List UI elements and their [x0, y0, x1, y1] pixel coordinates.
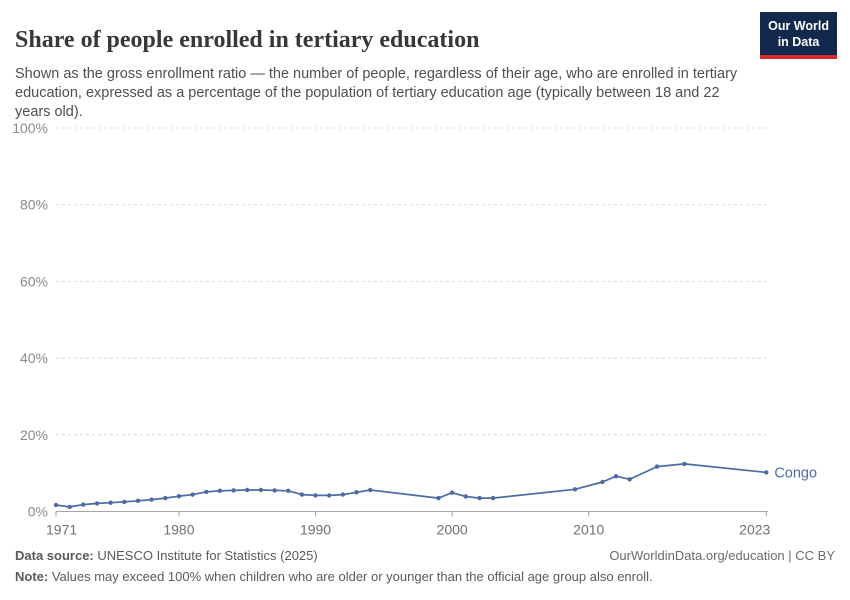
data-point-congo-1982[interactable]	[204, 489, 209, 495]
data-point-congo-2011[interactable]	[600, 479, 605, 485]
data-source-text: Data source: UNESCO Institute for Statis…	[15, 546, 318, 566]
data-point-congo-1977[interactable]	[135, 498, 141, 503]
y-axis-tick-label-60: 60%	[20, 273, 48, 289]
data-point-congo-1974[interactable]	[94, 501, 100, 506]
data-point-congo-2017[interactable]	[682, 461, 687, 467]
owid-logo-line1: Our World	[768, 19, 829, 33]
x-axis-tick-label-2000: 2000	[437, 522, 468, 538]
footer-row-source: Data source: UNESCO Institute for Statis…	[15, 546, 835, 566]
x-axis-tick-label-2010: 2010	[573, 522, 604, 538]
data-point-congo-2015[interactable]	[654, 464, 660, 469]
y-axis-tick-label-40: 40%	[20, 350, 48, 366]
y-axis-tick-label-80: 80%	[20, 197, 48, 213]
data-point-congo-1987[interactable]	[272, 488, 277, 493]
data-source-value: UNESCO Institute for Statistics (2025)	[93, 548, 318, 563]
data-point-congo-1993[interactable]	[354, 490, 359, 495]
data-point-congo-1986[interactable]	[258, 487, 264, 493]
data-point-congo-1988[interactable]	[286, 488, 291, 493]
series-label-congo[interactable]: Congo	[774, 465, 817, 481]
note-label: Note:	[15, 569, 49, 585]
line-series-congo[interactable]	[55, 463, 768, 508]
data-point-congo-1973[interactable]	[81, 502, 86, 507]
data-point-congo-1983[interactable]	[217, 488, 223, 493]
data-point-congo-2001[interactable]	[463, 494, 468, 499]
chart-title: Share of people enrolled in tertiary edu…	[15, 27, 480, 54]
data-point-congo-1991[interactable]	[327, 493, 332, 498]
owid-logo-line2: in Data	[777, 34, 820, 49]
data-source-label: Data source:	[15, 548, 94, 563]
data-point-congo-2009[interactable]	[572, 487, 578, 492]
y-axis-tick-label-20: 20%	[20, 427, 48, 443]
data-point-congo-1976[interactable]	[122, 499, 127, 505]
footer-note: Note: Values may exceed 100% when childr…	[15, 567, 835, 587]
data-point-congo-1989[interactable]	[299, 492, 305, 497]
x-axis-tick-label-1980: 1980	[163, 522, 194, 538]
data-point-congo-1971[interactable]	[53, 502, 59, 508]
data-point-congo-2002[interactable]	[477, 495, 482, 501]
data-point-congo-2003[interactable]	[490, 495, 496, 501]
data-point-congo-1978[interactable]	[149, 497, 154, 502]
data-point-congo-1999[interactable]	[436, 495, 441, 501]
data-point-congo-2013[interactable]	[627, 477, 632, 482]
data-point-congo-1972[interactable]	[67, 504, 72, 510]
data-point-congo-1980[interactable]	[176, 494, 182, 499]
data-point-congo-1994[interactable]	[368, 487, 373, 493]
data-point-congo-2012[interactable]	[613, 474, 619, 479]
x-axis-tick-label-1971: 1971	[46, 522, 77, 538]
data-point-congo-2023[interactable]	[764, 470, 769, 475]
data-point-congo-1990[interactable]	[313, 493, 318, 498]
note-text: Values may exceed 100% when children who…	[48, 569, 653, 585]
y-axis-tick-label-0: 0%	[28, 504, 48, 520]
data-point-congo-1992[interactable]	[340, 492, 346, 497]
data-point-congo-2000[interactable]	[449, 490, 455, 495]
owid-attribution-link[interactable]: OurWorldinData.org/education | CC BY	[609, 548, 835, 563]
x-axis-tick-label-2023: 2023	[739, 522, 770, 538]
owid-logo[interactable]: Our World in Data	[760, 12, 837, 60]
data-point-congo-1985[interactable]	[245, 487, 250, 493]
data-point-congo-1984[interactable]	[231, 488, 236, 493]
y-axis-tick-label-100: 100%	[12, 120, 48, 136]
x-axis-tick-label-1990: 1990	[300, 522, 331, 538]
chart-footer: Data source: UNESCO Institute for Statis…	[15, 546, 835, 587]
data-point-congo-1975[interactable]	[108, 500, 113, 505]
chart-subtitle: Shown as the gross enrollment ratio — th…	[15, 65, 738, 121]
data-point-congo-1979[interactable]	[163, 495, 168, 501]
data-point-congo-1981[interactable]	[190, 492, 195, 497]
